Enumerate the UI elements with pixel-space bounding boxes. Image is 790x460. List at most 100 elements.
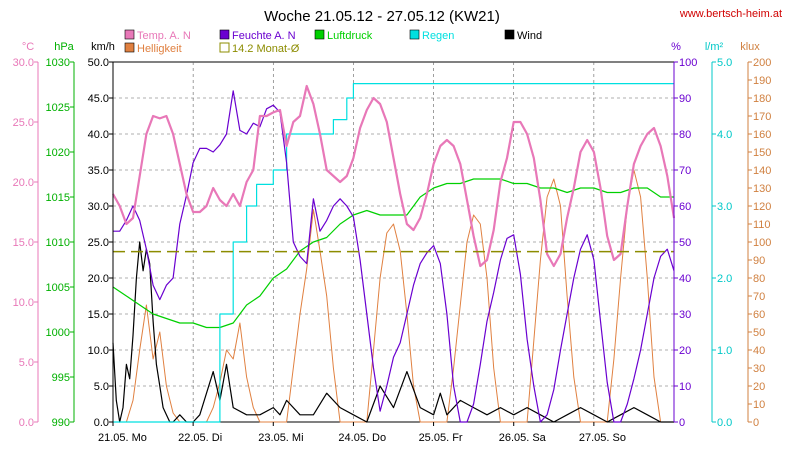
axis-tick-label-hpa: 1010 (46, 237, 70, 249)
axis-tick-label-klux: 160 (753, 129, 771, 141)
axis-tick-label-klux: 150 (753, 147, 771, 159)
axis-tick-label-temp: 10.0 (13, 297, 34, 309)
axis-tick-label-kmh: 40.0 (88, 129, 109, 141)
legend-item-helligkeit: Helligkeit (124, 42, 182, 55)
axis-kmh: 0.0 5.0 10.0 15.0 20.0 25.0 30.0 35.0 40.0 45.0 50… (88, 41, 115, 429)
axis-tick-label-klux: 20 (753, 381, 765, 393)
axis-tick-label-pct: 0 (679, 417, 685, 429)
x-axis-labels: 21.05. Mo 22.05. Di 23.05. Mi 24.05. Do 25.0… (98, 422, 626, 444)
series-layer (112, 83, 676, 423)
plot-area (112, 61, 675, 423)
axis-klux: 0 10 20 30 40 50 60 70 80 90 100 110 120 130 140 150 160… (740, 41, 771, 429)
axis-tick-label-pct: 90 (679, 93, 691, 105)
axis-tick-label-hpa: 995 (52, 372, 70, 384)
axis-tick-label-hpa: 1005 (46, 282, 70, 294)
axis-tick-label-pct: 10 (679, 381, 691, 393)
x-tick-label: 23.05. Mi (258, 432, 303, 444)
series-line-feuchte-a-n (113, 90, 675, 423)
legend-swatch (124, 42, 135, 53)
axis-tick-label-pct: 70 (679, 165, 691, 177)
axis-tick-label-klux: 120 (753, 201, 771, 213)
axis-tick-label-kmh: 25.0 (88, 237, 109, 249)
axis-tick-label-pct: 20 (679, 345, 691, 357)
x-tick-label: 25.05. Fr (419, 432, 463, 444)
legend-swatch (409, 29, 420, 40)
axis-hpa: 990 995 1000 1005 1010 1015 1020 1025 1030 hPa (46, 41, 75, 429)
legend-swatch (219, 29, 230, 40)
series-line-temp-a-n (112, 84, 676, 268)
axis-tick-label-hpa: 1025 (46, 102, 70, 114)
axis-tick-label-pct: 60 (679, 201, 691, 213)
axis-tick-label-kmh: 35.0 (88, 165, 109, 177)
legend-label: Wind (517, 30, 542, 42)
legend-item-luftdruck: Luftdruck (314, 29, 373, 42)
axis-tick-label-kmh: 5.0 (94, 381, 109, 393)
legend-label: Helligkeit (137, 43, 182, 55)
axis-tick-label-pct: 40 (679, 273, 691, 285)
axis-tick-label-klux: 80 (753, 273, 765, 285)
x-tick-label: 22.05. Di (178, 432, 222, 444)
axis-unit-temp: °C (22, 41, 34, 53)
axis-tick-label-temp: 15.0 (13, 237, 34, 249)
legend-swatch (219, 42, 230, 53)
axis-tick-label-klux: 70 (753, 291, 765, 303)
axis-unit-kmh: km/h (91, 41, 115, 53)
axis-temp: 0.0 5.0 10.0 15.0 20.0 25.0 30.0 °C (13, 41, 39, 429)
axis-tick-label-hpa: 990 (52, 417, 70, 429)
legend-item-wind: Wind (504, 29, 542, 42)
axis-tick-label-klux: 130 (753, 183, 771, 195)
axis-pct: 0 10 20 30 40 50 60 70 80 90 100% (671, 41, 697, 429)
axis-tick-label-pct: 30 (679, 309, 691, 321)
axis-tick-label-klux: 10 (753, 399, 765, 411)
axis-tick-label-pct: 50 (679, 237, 691, 249)
axis-tick-label-klux: 100 (753, 237, 771, 249)
axis-tick-label-klux: 110 (753, 219, 771, 231)
axis-tick-label-kmh: 0.0 (94, 417, 109, 429)
axis-tick-label-kmh: 20.0 (88, 273, 109, 285)
x-tick-label: 26.05. Sa (499, 432, 547, 444)
axis-tick-label-lm2: 3.0 (717, 201, 732, 213)
legend-swatch (504, 29, 515, 40)
axis-tick-label-kmh: 10.0 (88, 345, 109, 357)
axis-tick-label-klux: 40 (753, 345, 765, 357)
legend-label: Regen (422, 30, 454, 42)
axis-tick-label-hpa: 1000 (46, 327, 70, 339)
legend-label: 14.2 Monat-Ø (232, 43, 300, 55)
axis-tick-label-klux: 0 (753, 417, 759, 429)
legend-item-feuchte-a-n: Feuchte A. N (219, 29, 296, 42)
axes-layer: 0.05.010.015.020.025.030.0°C990995100010… (13, 41, 772, 429)
legend-label: Feuchte A. N (232, 30, 296, 42)
axis-lm2: 0.0 1.0 2.0 3.0 4.0 5.0 l/m² (705, 41, 732, 429)
axis-tick-label-klux: 90 (753, 255, 765, 267)
axis-tick-label-klux: 180 (753, 93, 771, 105)
axis-tick-label-hpa: 1030 (46, 57, 70, 69)
axis-tick-label-kmh: 30.0 (88, 201, 109, 213)
axis-tick-label-kmh: 45.0 (88, 93, 109, 105)
axis-tick-label-kmh: 15.0 (88, 309, 109, 321)
axis-tick-label-temp: 0.0 (19, 417, 34, 429)
legend-label: Luftdruck (327, 30, 373, 42)
axis-tick-label-lm2: 1.0 (717, 345, 732, 357)
axis-tick-label-temp: 25.0 (13, 117, 34, 129)
series-line-helligkeit (113, 169, 674, 423)
axis-tick-label-pct: 80 (679, 129, 691, 141)
legend-item-regen: Regen (409, 29, 454, 42)
axis-tick-label-klux: 170 (753, 111, 771, 123)
axis-tick-label-klux: 50 (753, 327, 765, 339)
x-tick-label: 27.05. So (579, 432, 626, 444)
axis-tick-label-klux: 60 (753, 309, 765, 321)
legend-swatch (124, 29, 135, 40)
axis-tick-label-lm2: 0.0 (717, 417, 732, 429)
source-link[interactable]: www.bertsch-heim.at (679, 8, 782, 20)
series-line-luftdruck (112, 178, 674, 329)
legend-label: Temp. A. N (137, 30, 191, 42)
legend-swatch (314, 29, 325, 40)
x-tick-label: 21.05. Mo (98, 432, 147, 444)
axis-tick-label-pct: 100 (679, 57, 697, 69)
axis-unit-lm2: l/m² (705, 41, 724, 53)
axis-tick-label-lm2: 2.0 (717, 273, 732, 285)
axis-tick-label-lm2: 5.0 (717, 57, 732, 69)
axis-tick-label-lm2: 4.0 (717, 129, 732, 141)
series-line-regen (113, 83, 674, 423)
axis-tick-label-hpa: 1020 (46, 147, 70, 159)
